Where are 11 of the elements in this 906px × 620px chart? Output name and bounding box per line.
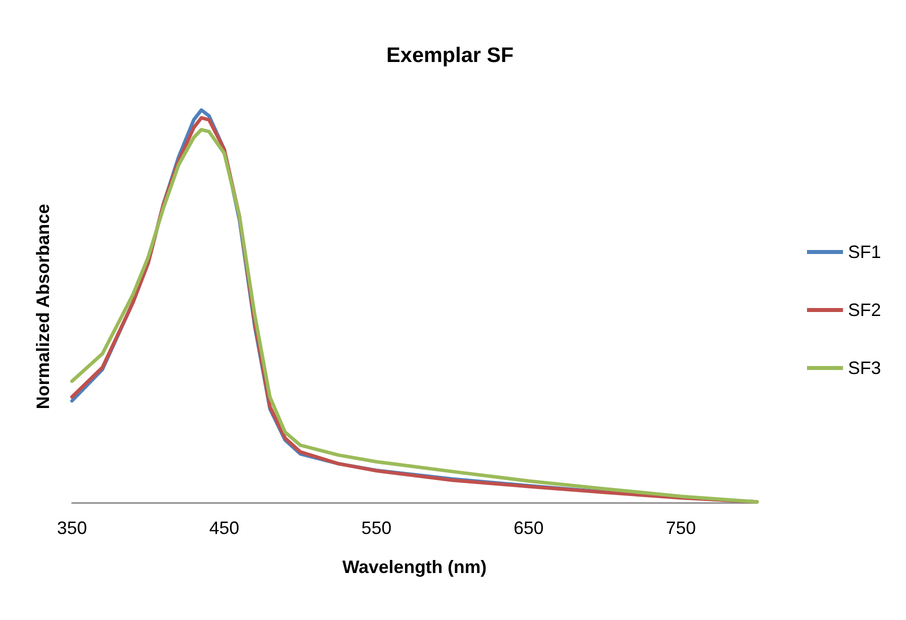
chart-title: Exemplar SF (386, 44, 514, 67)
x-tick-label: 350 (56, 518, 88, 538)
y-axis-title: Normalized Absorbance (33, 204, 53, 410)
legend-label: SF2 (848, 300, 882, 320)
x-tick-label: 450 (209, 518, 240, 538)
legend-label: SF3 (848, 358, 882, 378)
x-tick-label: 550 (361, 518, 392, 538)
x-axis-title: Wavelength (nm) (342, 557, 487, 577)
x-tick-label: 750 (666, 518, 696, 538)
x-tick-label: 650 (514, 518, 544, 538)
legend-label: SF1 (848, 242, 882, 262)
